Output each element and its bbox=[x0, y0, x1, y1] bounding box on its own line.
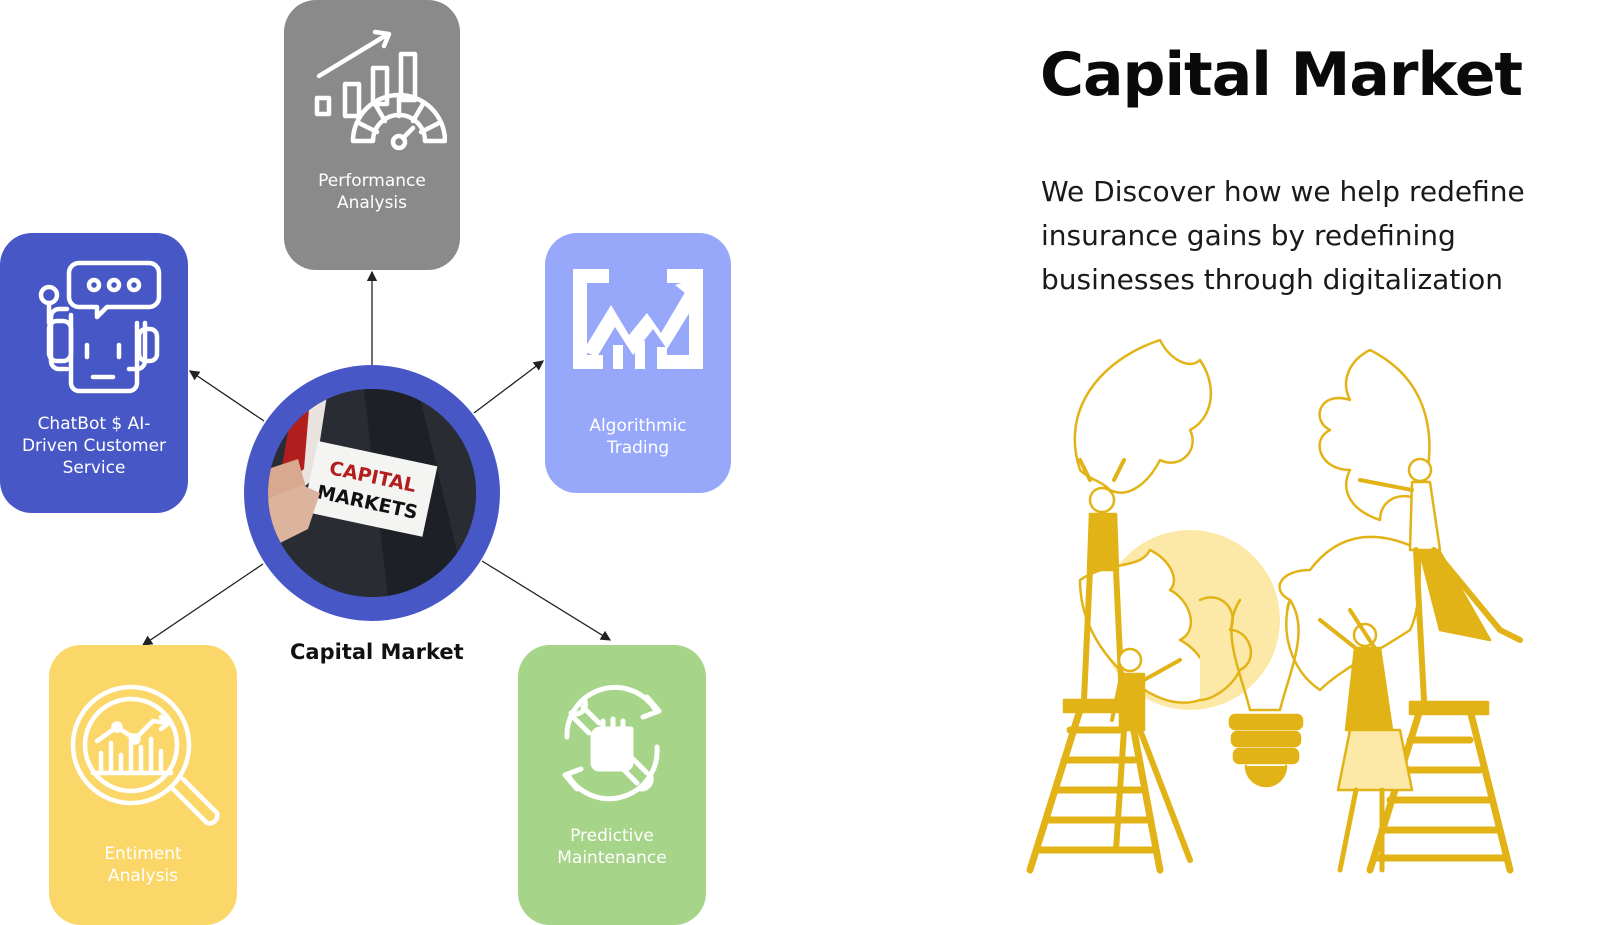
hub-label: Capital Market bbox=[290, 640, 464, 664]
card-performance-analysis: Performance Analysis bbox=[284, 0, 460, 270]
page-description: We Discover how we help redefine insuran… bbox=[1041, 175, 1525, 296]
card-chatbot: ChatBot $ AI- Driven Customer Service bbox=[0, 233, 188, 513]
card-predictive-label: Predictive Maintenance bbox=[557, 826, 667, 868]
trading-chart-icon bbox=[573, 269, 703, 369]
performance-chart-gauge-icon bbox=[314, 29, 447, 151]
hub-photo: CAPITAL MARKETS bbox=[268, 389, 476, 597]
page-title: Capital Market bbox=[1040, 40, 1523, 110]
card-sentiment-analysis: Entiment Analysis bbox=[49, 645, 237, 925]
puzzle-teamwork-illustration bbox=[1026, 338, 1523, 874]
card-sentiment-label: Entiment Analysis bbox=[104, 844, 182, 886]
magnifier-chart-icon bbox=[70, 684, 220, 826]
arrow-to-algorithmic bbox=[473, 360, 545, 414]
arrow-to-sentiment bbox=[141, 563, 264, 646]
card-algorithmic-label: Algorithmic Trading bbox=[589, 416, 687, 458]
capital-markets-card-photo: CAPITAL MARKETS bbox=[268, 389, 476, 597]
card-performance-label: Performance Analysis bbox=[318, 171, 426, 213]
card-chatbot-label: ChatBot $ AI- Driven Customer Service bbox=[21, 414, 167, 478]
arrow-to-predictive bbox=[481, 560, 612, 641]
card-predictive-maintenance: Predictive Maintenance bbox=[518, 645, 706, 925]
card-algorithmic-trading: Algorithmic Trading bbox=[545, 233, 731, 493]
arrow-to-chatbot bbox=[188, 370, 265, 422]
chatbot-robot-icon bbox=[38, 260, 162, 394]
wrench-fist-cycle-icon bbox=[562, 685, 662, 802]
